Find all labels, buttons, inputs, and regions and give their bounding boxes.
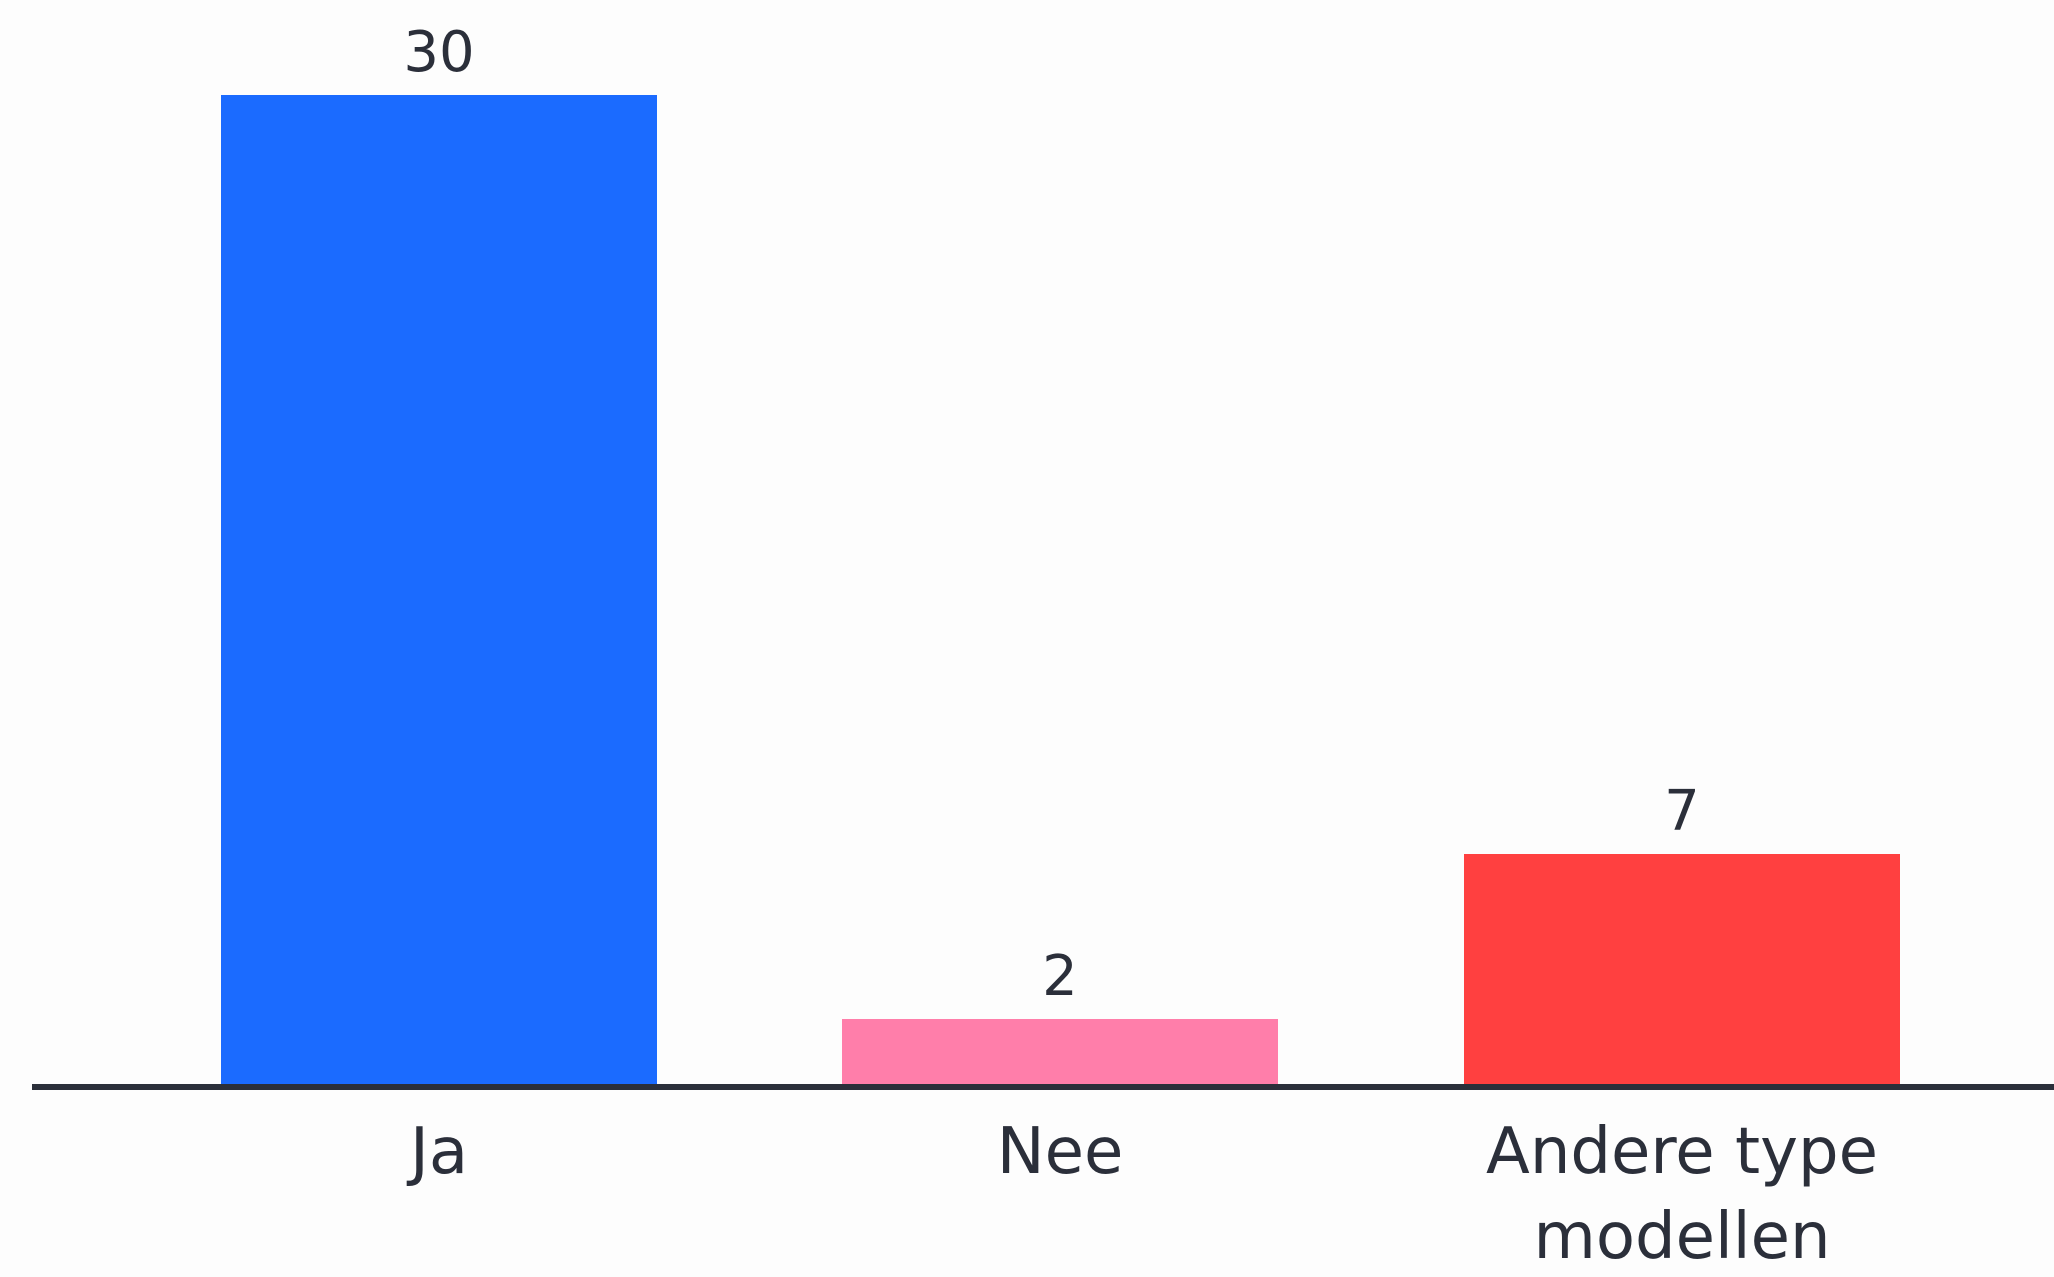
data-label: 30: [403, 20, 474, 85]
x-tick-label-line: Nee: [997, 1115, 1124, 1189]
x-tick-label: Nee: [997, 1115, 1124, 1189]
labels-layer: 30 Ja 2 Nee 7 Andere type modellen: [403, 20, 1878, 1274]
x-tick-label: Ja: [406, 1115, 468, 1189]
data-label: 7: [1664, 779, 1700, 844]
x-tick-label-line: modellen: [1534, 1200, 1831, 1272]
x-tick-label-line: Ja: [406, 1115, 468, 1189]
bar-nee: [842, 1019, 1278, 1085]
data-label: 2: [1042, 944, 1078, 1009]
x-tick-label-line: Andere type: [1486, 1115, 1878, 1189]
bars-layer: [221, 95, 1900, 1085]
x-tick-label: Andere type modellen: [1486, 1115, 1878, 1272]
bar-andere-type-modellen: [1464, 854, 1900, 1085]
bar-ja: [221, 95, 657, 1085]
